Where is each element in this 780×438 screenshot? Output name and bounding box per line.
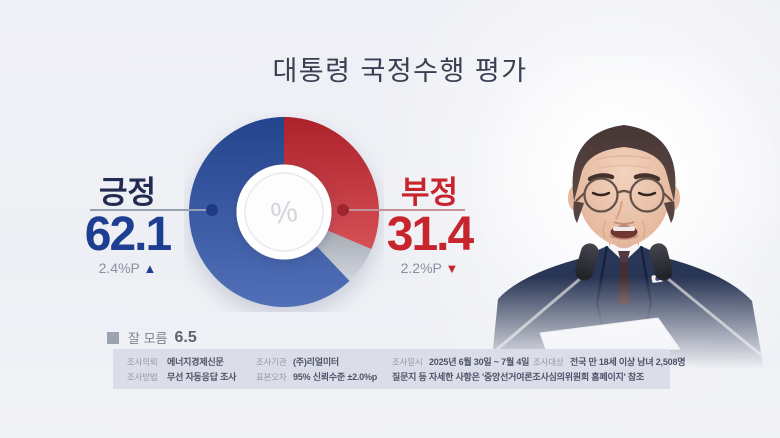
approval-donut-chart: % [189,117,379,307]
survey-value: 2025년 6월 30일 ~ 7월 4일 [429,357,530,367]
left-mic-boom [486,276,583,359]
positive-callout-dot [206,204,218,216]
negative-callout-line [342,209,465,211]
dont-know-legend: 잘 모름 6.5 [107,328,197,347]
legend-label: 잘 모름 [128,331,168,346]
right-sideburn [664,201,675,223]
donut-slice-1 [284,117,379,250]
page-title: 대통령 국정수행 평가 [272,56,528,86]
president-photo [480,55,780,438]
hair [572,125,676,201]
smile-fold [602,220,607,239]
survey-label: 조사대상 [533,357,564,367]
donut-center-ring [244,172,324,252]
tie [617,262,631,305]
face [577,131,671,247]
left-eye [591,191,611,197]
speech-papers [539,317,681,356]
survey-value: (주)리얼미터 [293,357,339,367]
survey-value: 에너지경제신문 [167,357,224,367]
survey-label: 조사일시 [392,357,423,367]
right-eye [637,191,657,197]
positive-callout: 긍정 62.1 2.4%P ▲ [75,176,180,276]
right-eyebrow [633,173,661,182]
survey-label: 조사의뢰 [127,357,158,367]
survey-label: 표본오차 [256,372,287,382]
tie-knot [618,251,630,262]
forehead-line [597,164,651,169]
teeth [613,226,635,231]
negative-callout-dot [337,204,349,216]
survey-label: 조사기관 [256,357,287,367]
survey-value: 전국 만 18세 이상 남녀 2,508명 [570,357,686,367]
up-arrow-icon: ▲ [143,261,157,276]
positive-change: 2.4%P ▲ [75,260,180,276]
legend-swatch-icon [107,331,119,344]
donut-slices [189,117,379,307]
down-arrow-icon: ▼ [445,261,459,276]
negative-change-text: 2.2%P [400,260,442,276]
right-microphone-icon [649,243,673,281]
left-sideburn [573,201,584,223]
donut-slice-2 [316,230,372,281]
donut-slice-3 [189,117,350,307]
left-eyebrow [587,173,615,182]
negative-value: 31.4 [386,208,474,261]
forehead-line [595,155,653,160]
survey-info-bar: 조사의뢰 에너지경제신문 조사기관 (주)리얼미터 조사일시 2025년 6월 … [113,349,686,389]
right-mic-boom [665,276,763,357]
glasses [575,177,673,213]
president-figure [484,125,776,438]
negative-change: 2.2%P ▼ [382,260,477,276]
chin-crease [616,245,632,249]
survey-value: 95% 신뢰수준 ±2.0%p [293,372,378,382]
positive-label: 긍정 [98,175,157,210]
lower-lip [609,235,639,240]
survey-label: 조사방법 [127,372,158,382]
survey-note: 질문지 등 자세한 사항은 '중앙선거여론조사심의위원회 홈페이지' 참조 [392,372,645,382]
survey-value: 무선 자동응답 조사 [167,372,237,382]
positive-value: 62.1 [84,208,172,261]
negative-label: 부정 [400,175,459,210]
legend-value: 6.5 [174,328,197,346]
nose [615,200,623,220]
nose-base [613,221,635,225]
percent-symbol-icon: % [269,195,300,231]
left-microphone-icon [575,243,599,281]
smile-fold [641,220,646,239]
positive-callout-line [90,209,213,211]
donut-center: % [236,164,332,260]
positive-change-text: 2.4%P [98,260,140,276]
negative-callout: 부정 31.4 2.2%P ▼ [382,176,477,276]
